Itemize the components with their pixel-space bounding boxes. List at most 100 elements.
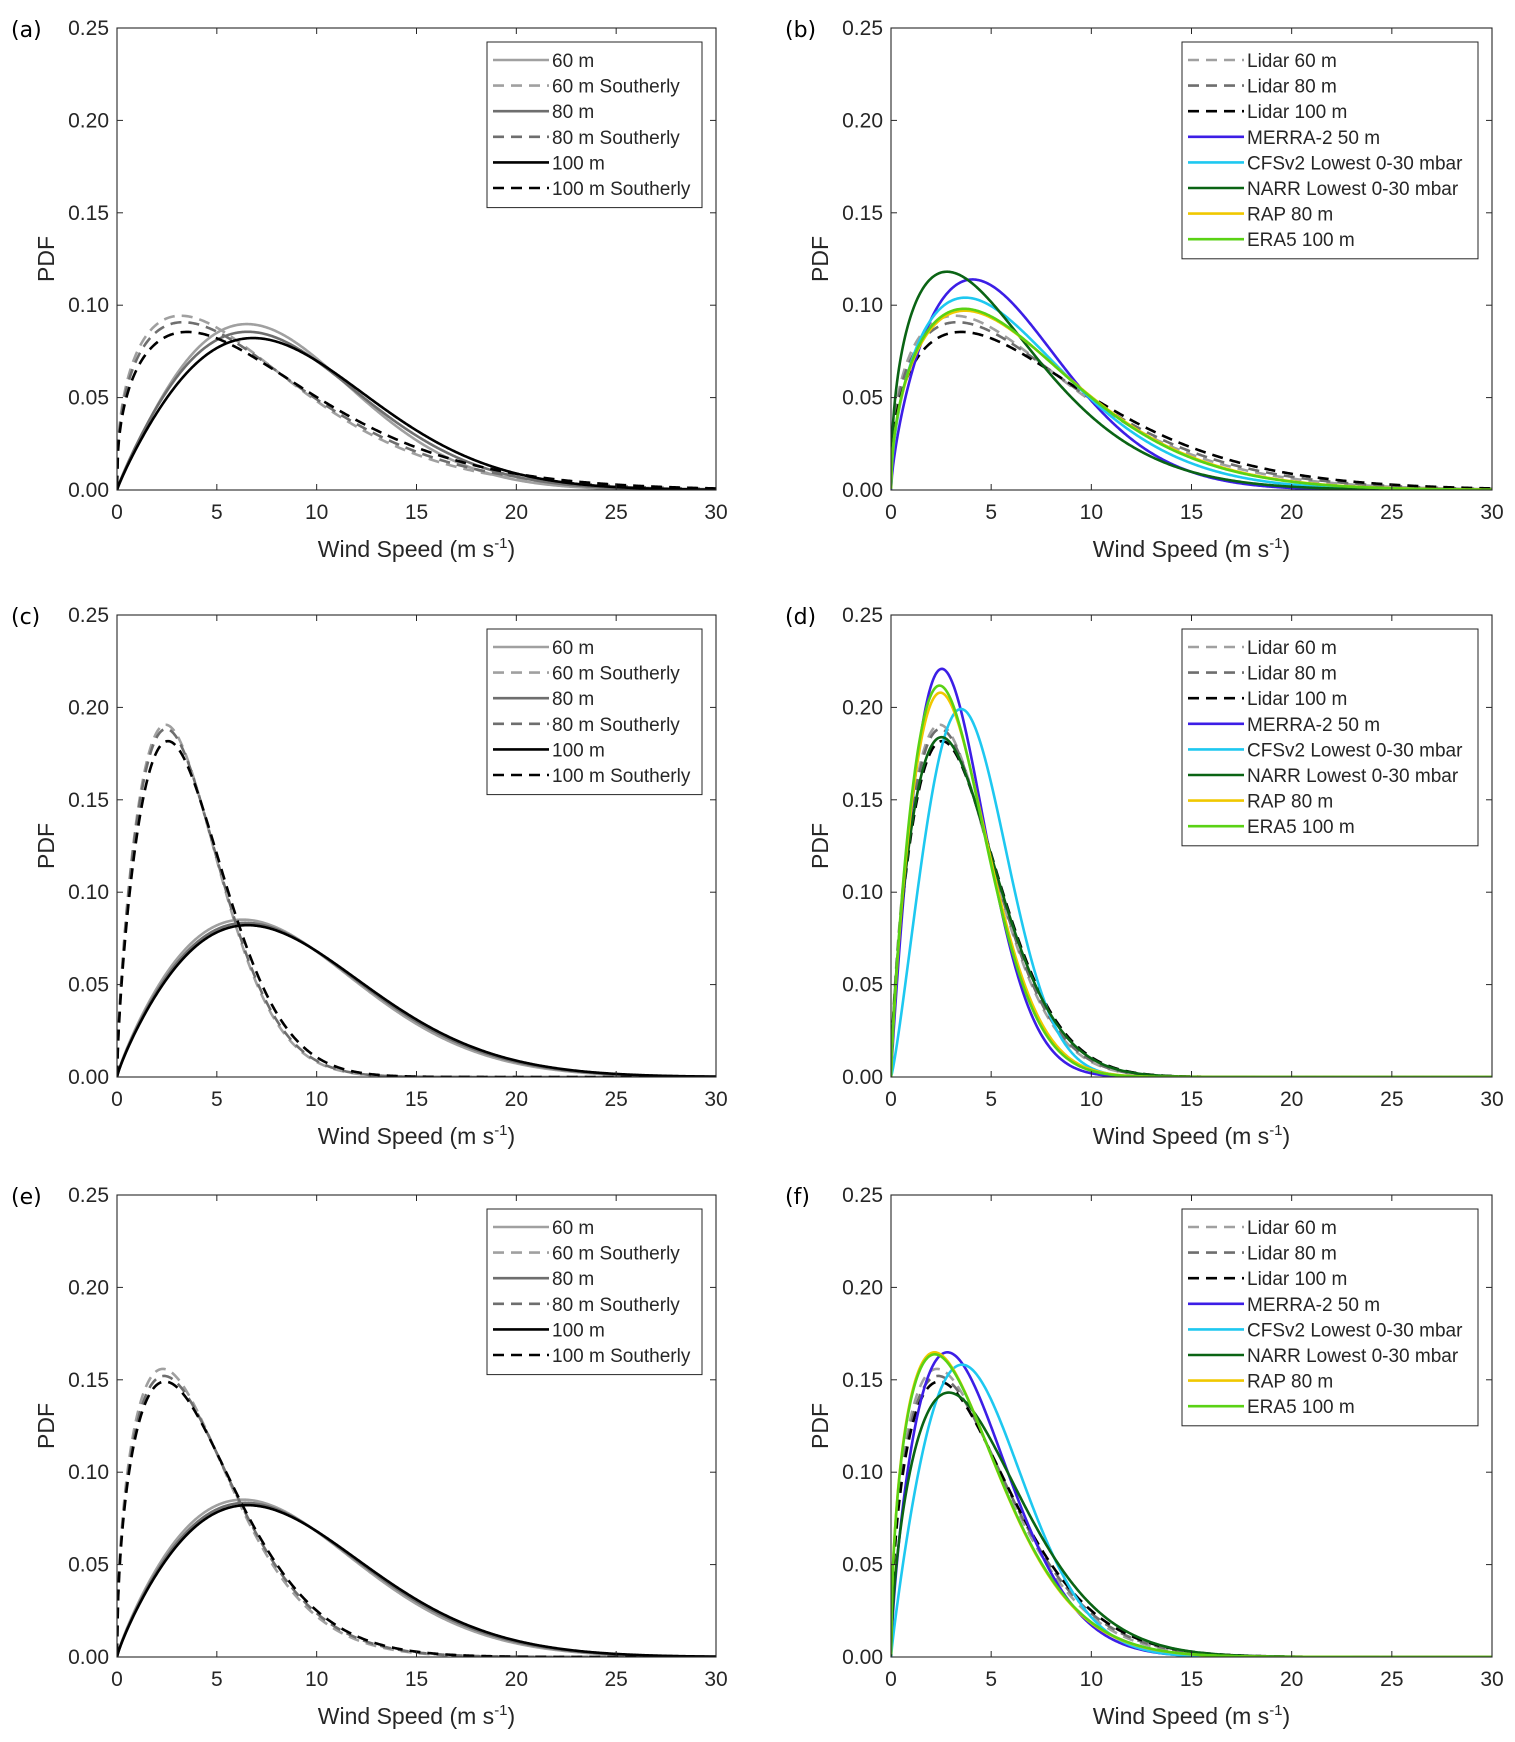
x-axis-label: Wind Speed (m s-1)	[1093, 1122, 1290, 1149]
x-tick-label: 5	[211, 1088, 223, 1111]
legend-label: Lidar 100 m	[1247, 1269, 1347, 1290]
legend-label: 100 m Southerly	[552, 766, 691, 787]
x-tick-label: 25	[1380, 501, 1403, 524]
x-tick-label: 0	[885, 1668, 897, 1691]
x-tick-label: 10	[1080, 1088, 1103, 1111]
legend-label: NARR Lowest 0-30 mbar	[1247, 179, 1459, 200]
series-line-60-m-southerly	[117, 1367, 716, 1657]
y-tick-label: 0.05	[68, 1554, 109, 1577]
y-tick-label: 0.10	[68, 294, 109, 317]
x-tick-label: 15	[1180, 1668, 1203, 1691]
y-tick-label: 0.15	[68, 1369, 109, 1392]
x-tick-label: 10	[305, 1668, 328, 1691]
x-tick-label: 5	[211, 1668, 223, 1691]
legend-label: 80 m Southerly	[552, 128, 680, 149]
series-line-80-m	[117, 921, 716, 1077]
legend-label: 100 m	[552, 1320, 605, 1341]
x-tick-label: 15	[1180, 501, 1203, 524]
x-axis-label: Wind Speed (m s-1)	[1093, 1702, 1290, 1729]
legend-label: RAP 80 m	[1247, 205, 1333, 226]
legend-label: Lidar 60 m	[1247, 638, 1337, 659]
series-line-100-m	[117, 336, 716, 490]
x-axis-label: Wind Speed (m s-1)	[1093, 535, 1290, 562]
x-tick-label: 5	[985, 501, 997, 524]
legend-label: CFSv2 Lowest 0-30 mbar	[1247, 740, 1463, 761]
y-tick-label: 0.25	[68, 17, 109, 40]
series-line-lidar-60-m	[891, 314, 1492, 490]
legend-box	[1181, 41, 1479, 260]
legend-label: ERA5 100 m	[1247, 1397, 1355, 1418]
legend-label: 60 m Southerly	[552, 77, 680, 98]
x-tick-label: 10	[1080, 501, 1103, 524]
series-line-100-m	[117, 1503, 716, 1657]
legend-label: CFSv2 Lowest 0-30 mbar	[1247, 1320, 1463, 1341]
legend-label: 60 m Southerly	[552, 664, 680, 685]
series-group	[117, 1367, 716, 1657]
legend-box	[1181, 628, 1479, 847]
y-tick-label: 0.15	[842, 1369, 883, 1392]
x-tick-label: 15	[405, 501, 428, 524]
x-tick-label: 15	[405, 1088, 428, 1111]
x-tick-label: 25	[604, 1668, 627, 1691]
legend-label: NARR Lowest 0-30 mbar	[1247, 766, 1459, 787]
y-tick-label: 0.15	[842, 202, 883, 225]
x-axis-label-sup: -1	[1269, 535, 1282, 552]
legend-label: Lidar 80 m	[1247, 1244, 1337, 1265]
legend-box	[486, 628, 703, 796]
x-tick-label: 20	[505, 1088, 528, 1111]
legend-label: 60 m	[552, 1218, 594, 1239]
x-axis-label-end: )	[1283, 1703, 1291, 1729]
y-tick-label: 0.05	[842, 1554, 883, 1577]
y-tick-label: 0.15	[68, 202, 109, 225]
panel-label: (c)	[11, 605, 40, 630]
panel-f: (f) 0 5 10 15 20 25 30 0.00 0.05 0.10 0.15 0.20 0.25 W…	[785, 1184, 1504, 1729]
x-tick-label: 15	[1180, 1088, 1203, 1111]
legend-label: Lidar 100 m	[1247, 102, 1347, 123]
panel-label: (d)	[785, 605, 816, 630]
y-tick-label: 0.25	[842, 604, 883, 627]
legend-label: Lidar 60 m	[1247, 1218, 1337, 1239]
y-tick-label: 0.10	[68, 881, 109, 904]
legend-box	[1181, 1208, 1479, 1427]
legend-label: NARR Lowest 0-30 mbar	[1247, 1346, 1459, 1367]
y-tick-label: 0.20	[68, 696, 109, 719]
legend-label: 80 m	[552, 1269, 594, 1290]
x-tick-label: 30	[1480, 501, 1503, 524]
y-tick-label: 0.25	[68, 1184, 109, 1207]
series-line-60-m-southerly	[117, 314, 716, 490]
x-tick-label: 20	[1280, 1088, 1303, 1111]
legend-label: Lidar 60 m	[1247, 51, 1337, 72]
legend-label: RAP 80 m	[1247, 792, 1333, 813]
y-axis-label: PDF	[33, 1403, 59, 1449]
x-tick-label: 30	[1480, 1668, 1503, 1691]
legend-label: Lidar 80 m	[1247, 664, 1337, 685]
legend-label: 100 m	[552, 740, 605, 761]
x-tick-label: 20	[505, 501, 528, 524]
legend-label: RAP 80 m	[1247, 1372, 1333, 1393]
y-tick-label: 0.00	[842, 479, 883, 502]
panel-d: (d) 0 5 10 15 20 25 30 0.00 0.05 0.10 0.15 0.20 0.25 W…	[785, 604, 1504, 1149]
x-axis-label: Wind Speed (m s-1)	[318, 535, 515, 562]
legend-label: 80 m	[552, 102, 594, 123]
x-axis-label-text: Wind Speed (m s	[318, 536, 494, 562]
y-tick-label: 0.20	[68, 109, 109, 132]
x-axis-label-end: )	[508, 1123, 516, 1149]
x-tick-label: 30	[1480, 1088, 1503, 1111]
panel-a: (a) 0 5 10 15 20 25 30 0.00 0.05 0.10 0.15 0.20 0.25 W…	[11, 17, 728, 562]
x-axis-label-sup: -1	[1269, 1122, 1282, 1139]
panel-b: (b) 0 5 10 15 20 25 30 0.00 0.05 0.10 0.15 0.20 0.25 W…	[785, 17, 1504, 562]
x-tick-label: 30	[704, 501, 727, 524]
y-tick-label: 0.25	[842, 1184, 883, 1207]
legend-box	[486, 41, 703, 209]
x-tick-label: 10	[305, 1088, 328, 1111]
series-line-100-m-southerly	[117, 739, 716, 1077]
series-group	[891, 270, 1492, 490]
legend-label: 100 m Southerly	[552, 179, 691, 200]
y-tick-label: 0.25	[842, 17, 883, 40]
legend-label: Lidar 100 m	[1247, 689, 1347, 710]
x-tick-label: 20	[1280, 1668, 1303, 1691]
panel-c: (c) 0 5 10 15 20 25 30 0.00 0.05 0.10 0.15 0.20 0.25 W…	[11, 604, 728, 1149]
legend-label: MERRA-2 50 m	[1247, 128, 1380, 149]
x-axis-label-text: Wind Speed (m s	[1093, 1703, 1269, 1729]
